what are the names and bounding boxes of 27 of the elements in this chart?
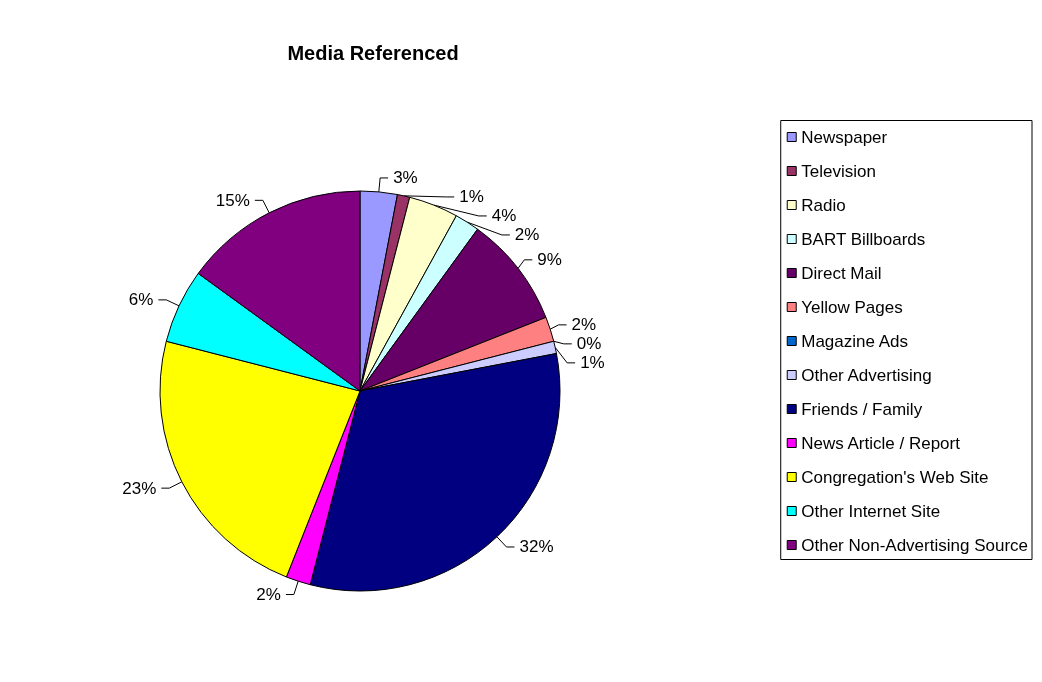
legend-label: Other Non-Advertising Source <box>801 535 1029 555</box>
legend-label: Friends / Family <box>801 399 923 419</box>
legend-label: Magazine Ads <box>801 331 909 351</box>
data-label: 23% <box>122 478 157 498</box>
legend-label: Radio <box>801 195 846 215</box>
data-label: 9% <box>537 250 562 270</box>
legend-label: Other Advertising <box>801 365 932 385</box>
data-label: 4% <box>491 206 517 226</box>
data-label: 15% <box>215 190 250 210</box>
data-label: 32% <box>519 537 554 557</box>
data-label: 1% <box>459 187 484 207</box>
legend-label: Direct Mail <box>801 263 882 283</box>
data-label: 2% <box>256 585 281 605</box>
legend-label: Newspaper <box>801 127 888 147</box>
legend-label: Television <box>801 161 876 181</box>
legend-label: Yellow Pages <box>801 297 903 317</box>
legend-label: Other Internet Site <box>801 501 941 521</box>
chart-title: Media Referenced <box>287 42 459 64</box>
legend-label: News Article / Report <box>801 433 961 453</box>
data-label: 6% <box>128 290 154 310</box>
data-label: 2% <box>571 315 597 335</box>
data-label: 3% <box>393 168 418 188</box>
text: 0% <box>576 334 602 354</box>
legend-label: BART Billboards <box>801 229 926 249</box>
legend-label: Congregation's Web Site <box>801 467 989 487</box>
data-label: 2% <box>514 225 540 245</box>
data-label: 1% <box>580 353 605 373</box>
